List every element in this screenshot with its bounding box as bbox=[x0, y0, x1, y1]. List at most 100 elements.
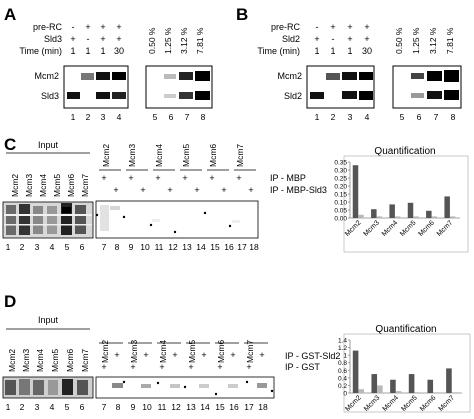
panel-b-lane-number: 6 bbox=[417, 112, 422, 122]
chart-y-tick-label: 0.00 bbox=[334, 216, 347, 223]
panel-d-lane-number: 9 bbox=[131, 402, 136, 412]
panel-a-percent-label: 7.81 % bbox=[195, 27, 205, 54]
panel-a-band-label-mcm2: Mcm2 bbox=[35, 71, 60, 81]
panel-d-ip-group-label: Mcm6 bbox=[216, 340, 226, 363]
chart-bar bbox=[377, 385, 383, 393]
panel-c-ip-group-label: Mcm6 bbox=[208, 144, 218, 167]
panel-c-ip-group-label: Mcm4 bbox=[154, 144, 164, 167]
panel-b-row-label-time: Time (min) bbox=[257, 46, 300, 56]
chart-bar bbox=[371, 209, 377, 218]
panel-b-sld-sign: - bbox=[332, 34, 335, 44]
panel-d-lane-number: 11 bbox=[158, 402, 167, 412]
chart-title: Quantification bbox=[375, 324, 436, 335]
svg-text:+: + bbox=[101, 362, 106, 372]
panel-d-lane-number: 6 bbox=[80, 402, 85, 412]
panel-d-ip-group-label: Mcm2 bbox=[100, 340, 110, 363]
panel-c-ip-row-label: IP - MBP bbox=[270, 173, 306, 183]
panel-c-lane-number: 17 bbox=[237, 242, 247, 252]
panel-c-input-lane-label: Mcm5 bbox=[52, 174, 62, 197]
chart-bar bbox=[408, 374, 415, 393]
svg-text:+: + bbox=[101, 173, 106, 183]
panel-b-lane-number: 5 bbox=[400, 112, 405, 122]
chart-bar bbox=[358, 389, 364, 393]
panel-a-sld-sign: + bbox=[70, 34, 75, 44]
chart-y-tick-label: 0.15 bbox=[334, 192, 347, 199]
panel-d-lane-number: 13 bbox=[186, 402, 196, 412]
panel-d-sign-grid: + + + + + + + + + + + + bbox=[101, 350, 264, 372]
panel-d-input-lane-label: Mcm2 bbox=[7, 349, 17, 372]
panel-d-ip-group-label: Mcm7 bbox=[245, 340, 255, 363]
panel-a-sld-sign: + bbox=[116, 34, 121, 44]
chart-title: Quantification bbox=[374, 146, 435, 157]
chart-bar bbox=[394, 216, 401, 218]
panel-d: D Input Mcm2 Mcm3 Mcm4 Mcm5 Mcm6 Mcm7 Mc… bbox=[2, 292, 340, 412]
chart-x-tick-label: Mcm3 bbox=[362, 219, 380, 237]
chart-bar bbox=[407, 202, 414, 218]
chart-y-tick-label: 0.6 bbox=[338, 368, 347, 375]
panel-c-lane-number: 7 bbox=[102, 242, 107, 252]
panel-b-bands bbox=[310, 70, 459, 100]
panel-b-lane-number: 4 bbox=[365, 112, 370, 122]
panel-d-lane-number: 5 bbox=[65, 402, 70, 412]
chart-bar bbox=[431, 216, 438, 218]
panel-d-input-lane-label: Mcm6 bbox=[65, 349, 75, 372]
panel-c-lane-number: 11 bbox=[155, 242, 164, 252]
panel-c-lane-number: 6 bbox=[80, 242, 85, 252]
panel-a: A pre-RC Sld3 Time (min) - + + + + - + +… bbox=[4, 5, 213, 122]
panel-b: B pre-RC Sld2 Time (min) - + + + + - + +… bbox=[236, 5, 462, 122]
panel-c-ip-group-label: Mcm2 bbox=[101, 144, 111, 167]
panel-d-lane-number: 4 bbox=[50, 402, 55, 412]
panel-b-time-value: 1 bbox=[347, 46, 352, 56]
panel-d-lane-number: 2 bbox=[20, 402, 25, 412]
panel-d-lane-number: 10 bbox=[142, 402, 152, 412]
svg-text:+: + bbox=[155, 173, 160, 183]
panel-a-lane-number: 1 bbox=[71, 112, 76, 122]
panel-b-row-label-sld: Sld2 bbox=[282, 34, 300, 44]
svg-text:+: + bbox=[128, 173, 133, 183]
panel-c-input-lane-label: Mcm3 bbox=[24, 174, 34, 197]
svg-text:+: + bbox=[113, 185, 118, 195]
panel-c-input-lane-label: Mcm7 bbox=[80, 174, 90, 197]
panel-c-lane-number: 3 bbox=[35, 242, 40, 252]
panel-d-input-lane-label: Mcm5 bbox=[50, 349, 60, 372]
panel-c-lane-number: 15 bbox=[210, 242, 220, 252]
panel-a-time-value: 30 bbox=[114, 46, 124, 56]
chart-bar bbox=[371, 374, 378, 393]
panel-a-percent-label: 1.25 % bbox=[163, 27, 173, 54]
panel-c-lane-number: 18 bbox=[249, 242, 259, 252]
panel-c-ip-gel bbox=[95, 200, 259, 239]
chart-bar bbox=[358, 214, 364, 218]
panel-b-sld-sign: + bbox=[314, 34, 319, 44]
panel-b-sld-sign: + bbox=[347, 34, 352, 44]
panel-b-band-label-sld: Sld2 bbox=[284, 91, 302, 101]
chart-x-tick-label: Mcm6 bbox=[417, 219, 435, 237]
panel-d-input-lane-label: Mcm7 bbox=[80, 349, 90, 372]
panel-b-lane-number: 2 bbox=[331, 112, 336, 122]
panel-c-lane-number: 13 bbox=[182, 242, 192, 252]
panel-d-lane-number: 7 bbox=[102, 402, 107, 412]
chart-bar bbox=[352, 165, 359, 218]
svg-text:+: + bbox=[221, 185, 226, 195]
panel-d-lane-number: 14 bbox=[200, 402, 210, 412]
panel-c-lane-number: 8 bbox=[115, 242, 120, 252]
chart-y-tick-label: 0.20 bbox=[334, 184, 347, 191]
chart-x-tick-label: Mcm2 bbox=[344, 394, 362, 412]
chart-bar bbox=[414, 392, 420, 393]
svg-text:+: + bbox=[259, 350, 264, 360]
panel-b-percent-label: 1.25 % bbox=[411, 27, 421, 54]
panel-d-lane-number: 3 bbox=[35, 402, 40, 412]
chart-x-tick-label: Mcm6 bbox=[419, 394, 437, 412]
svg-text:+: + bbox=[130, 362, 135, 372]
panel-d-ip-group-label: Mcm4 bbox=[158, 340, 168, 363]
panel-c-lane-number: 9 bbox=[129, 242, 134, 252]
panel-a-percent-label: 0.50 % bbox=[147, 27, 157, 54]
panel-c-ip-row-label: IP - MBP-Sld3 bbox=[270, 185, 327, 195]
chart-bar bbox=[413, 216, 419, 218]
panel-a-time-value: 1 bbox=[70, 46, 75, 56]
panel-b-prerc-sign: + bbox=[347, 22, 352, 32]
panel-c-lane-number: 4 bbox=[50, 242, 55, 252]
panel-d-lane-number: 17 bbox=[244, 402, 254, 412]
panel-a-prerc-sign: + bbox=[100, 22, 105, 32]
panel-b-percent-label: 3.12 % bbox=[428, 27, 438, 54]
